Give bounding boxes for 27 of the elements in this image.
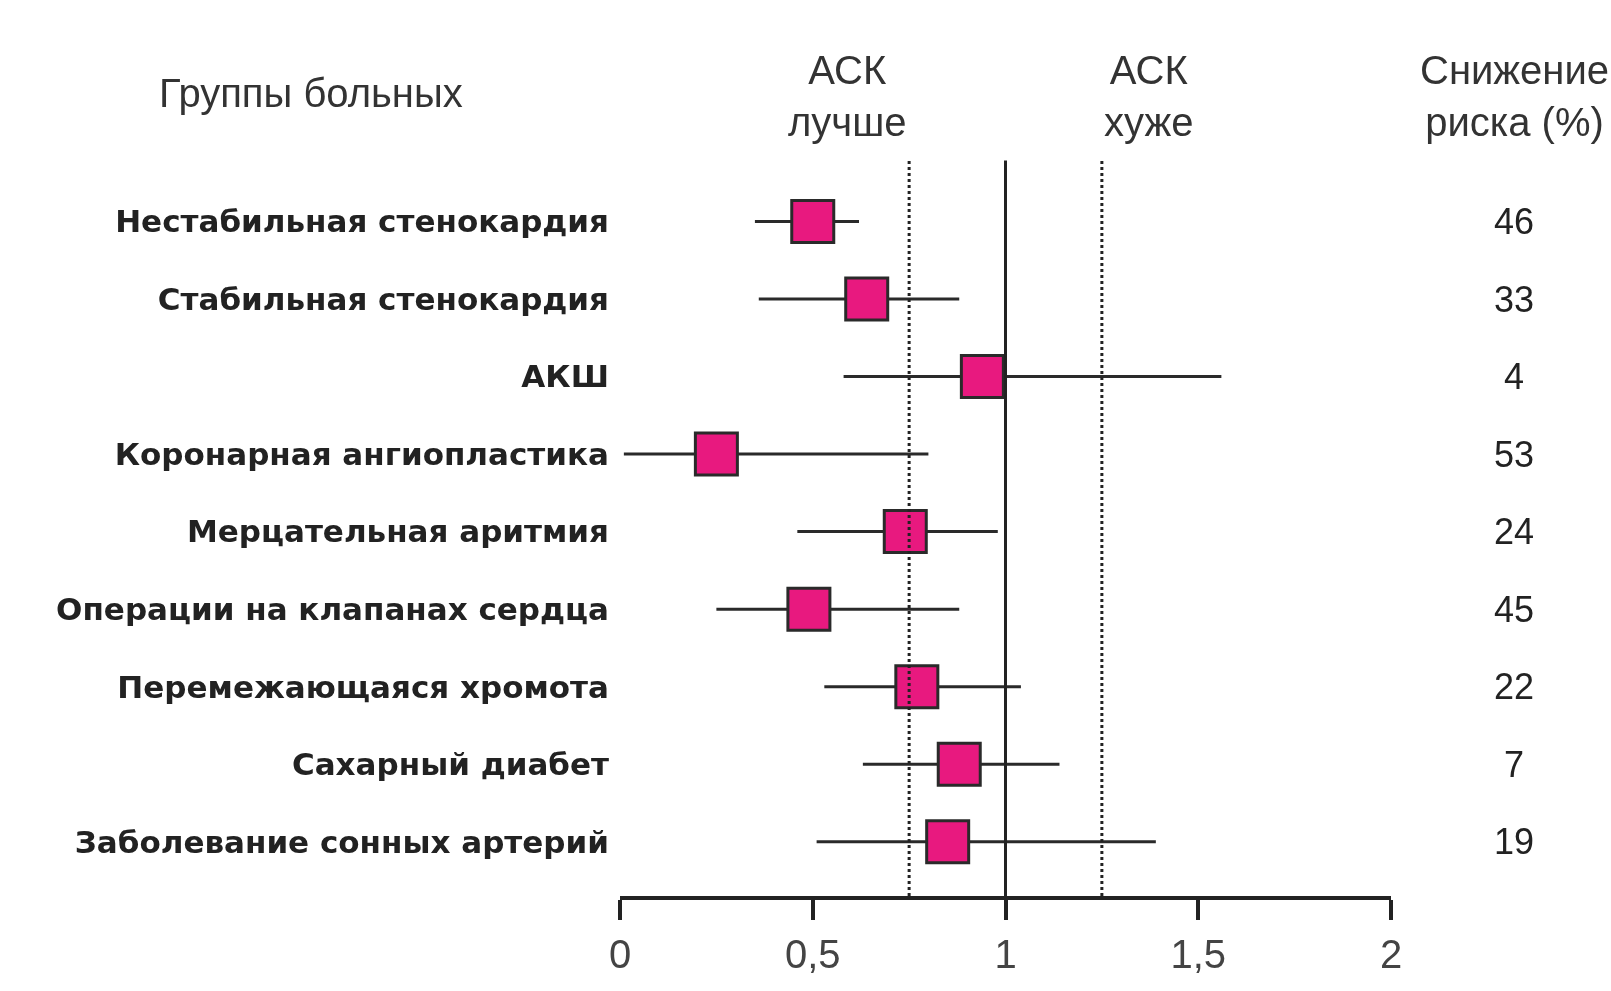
- x-tick-label: 0: [608, 932, 632, 976]
- x-tick-label: 1: [994, 932, 1017, 976]
- text: 53: [1494, 434, 1535, 475]
- x-tick-label: 1,5: [1170, 932, 1227, 976]
- text: 46: [1494, 201, 1535, 242]
- text: 7: [1504, 744, 1525, 785]
- y-tick-label: Перемежающаяся хромота: [117, 668, 609, 705]
- y-tick-label: Коронарная ангиопластика: [114, 435, 609, 472]
- y-tick-label: Операции на клапанах сердца: [56, 591, 609, 627]
- y-tick-label: Сахарный диабет: [291, 746, 610, 783]
- y-tick-label: АКШ: [521, 358, 609, 395]
- text: 22: [1494, 666, 1535, 707]
- text: Снижение риска (%): [1420, 48, 1610, 144]
- y-tick-label: Заболевание сонных артерий: [74, 823, 609, 860]
- text: 45: [1494, 589, 1535, 630]
- ref-line-label: АСК лучше: [788, 48, 907, 144]
- y-tick-label: Мерцательная аритмия: [186, 513, 609, 550]
- text: 4: [1504, 356, 1525, 397]
- ref-line-label: АСК хуже: [1104, 48, 1194, 144]
- text: 24: [1494, 511, 1535, 552]
- x-tick-label: 0,5: [784, 932, 841, 976]
- text: 33: [1494, 279, 1535, 320]
- y-axis-title: Группы больных: [159, 71, 463, 115]
- y-tick-label: Стабильная стенокардия: [157, 280, 609, 317]
- y-tick-label: Нестабильная стенокардия: [115, 203, 609, 240]
- x-tick-label: 2: [1379, 932, 1403, 976]
- text: 19: [1494, 821, 1535, 862]
